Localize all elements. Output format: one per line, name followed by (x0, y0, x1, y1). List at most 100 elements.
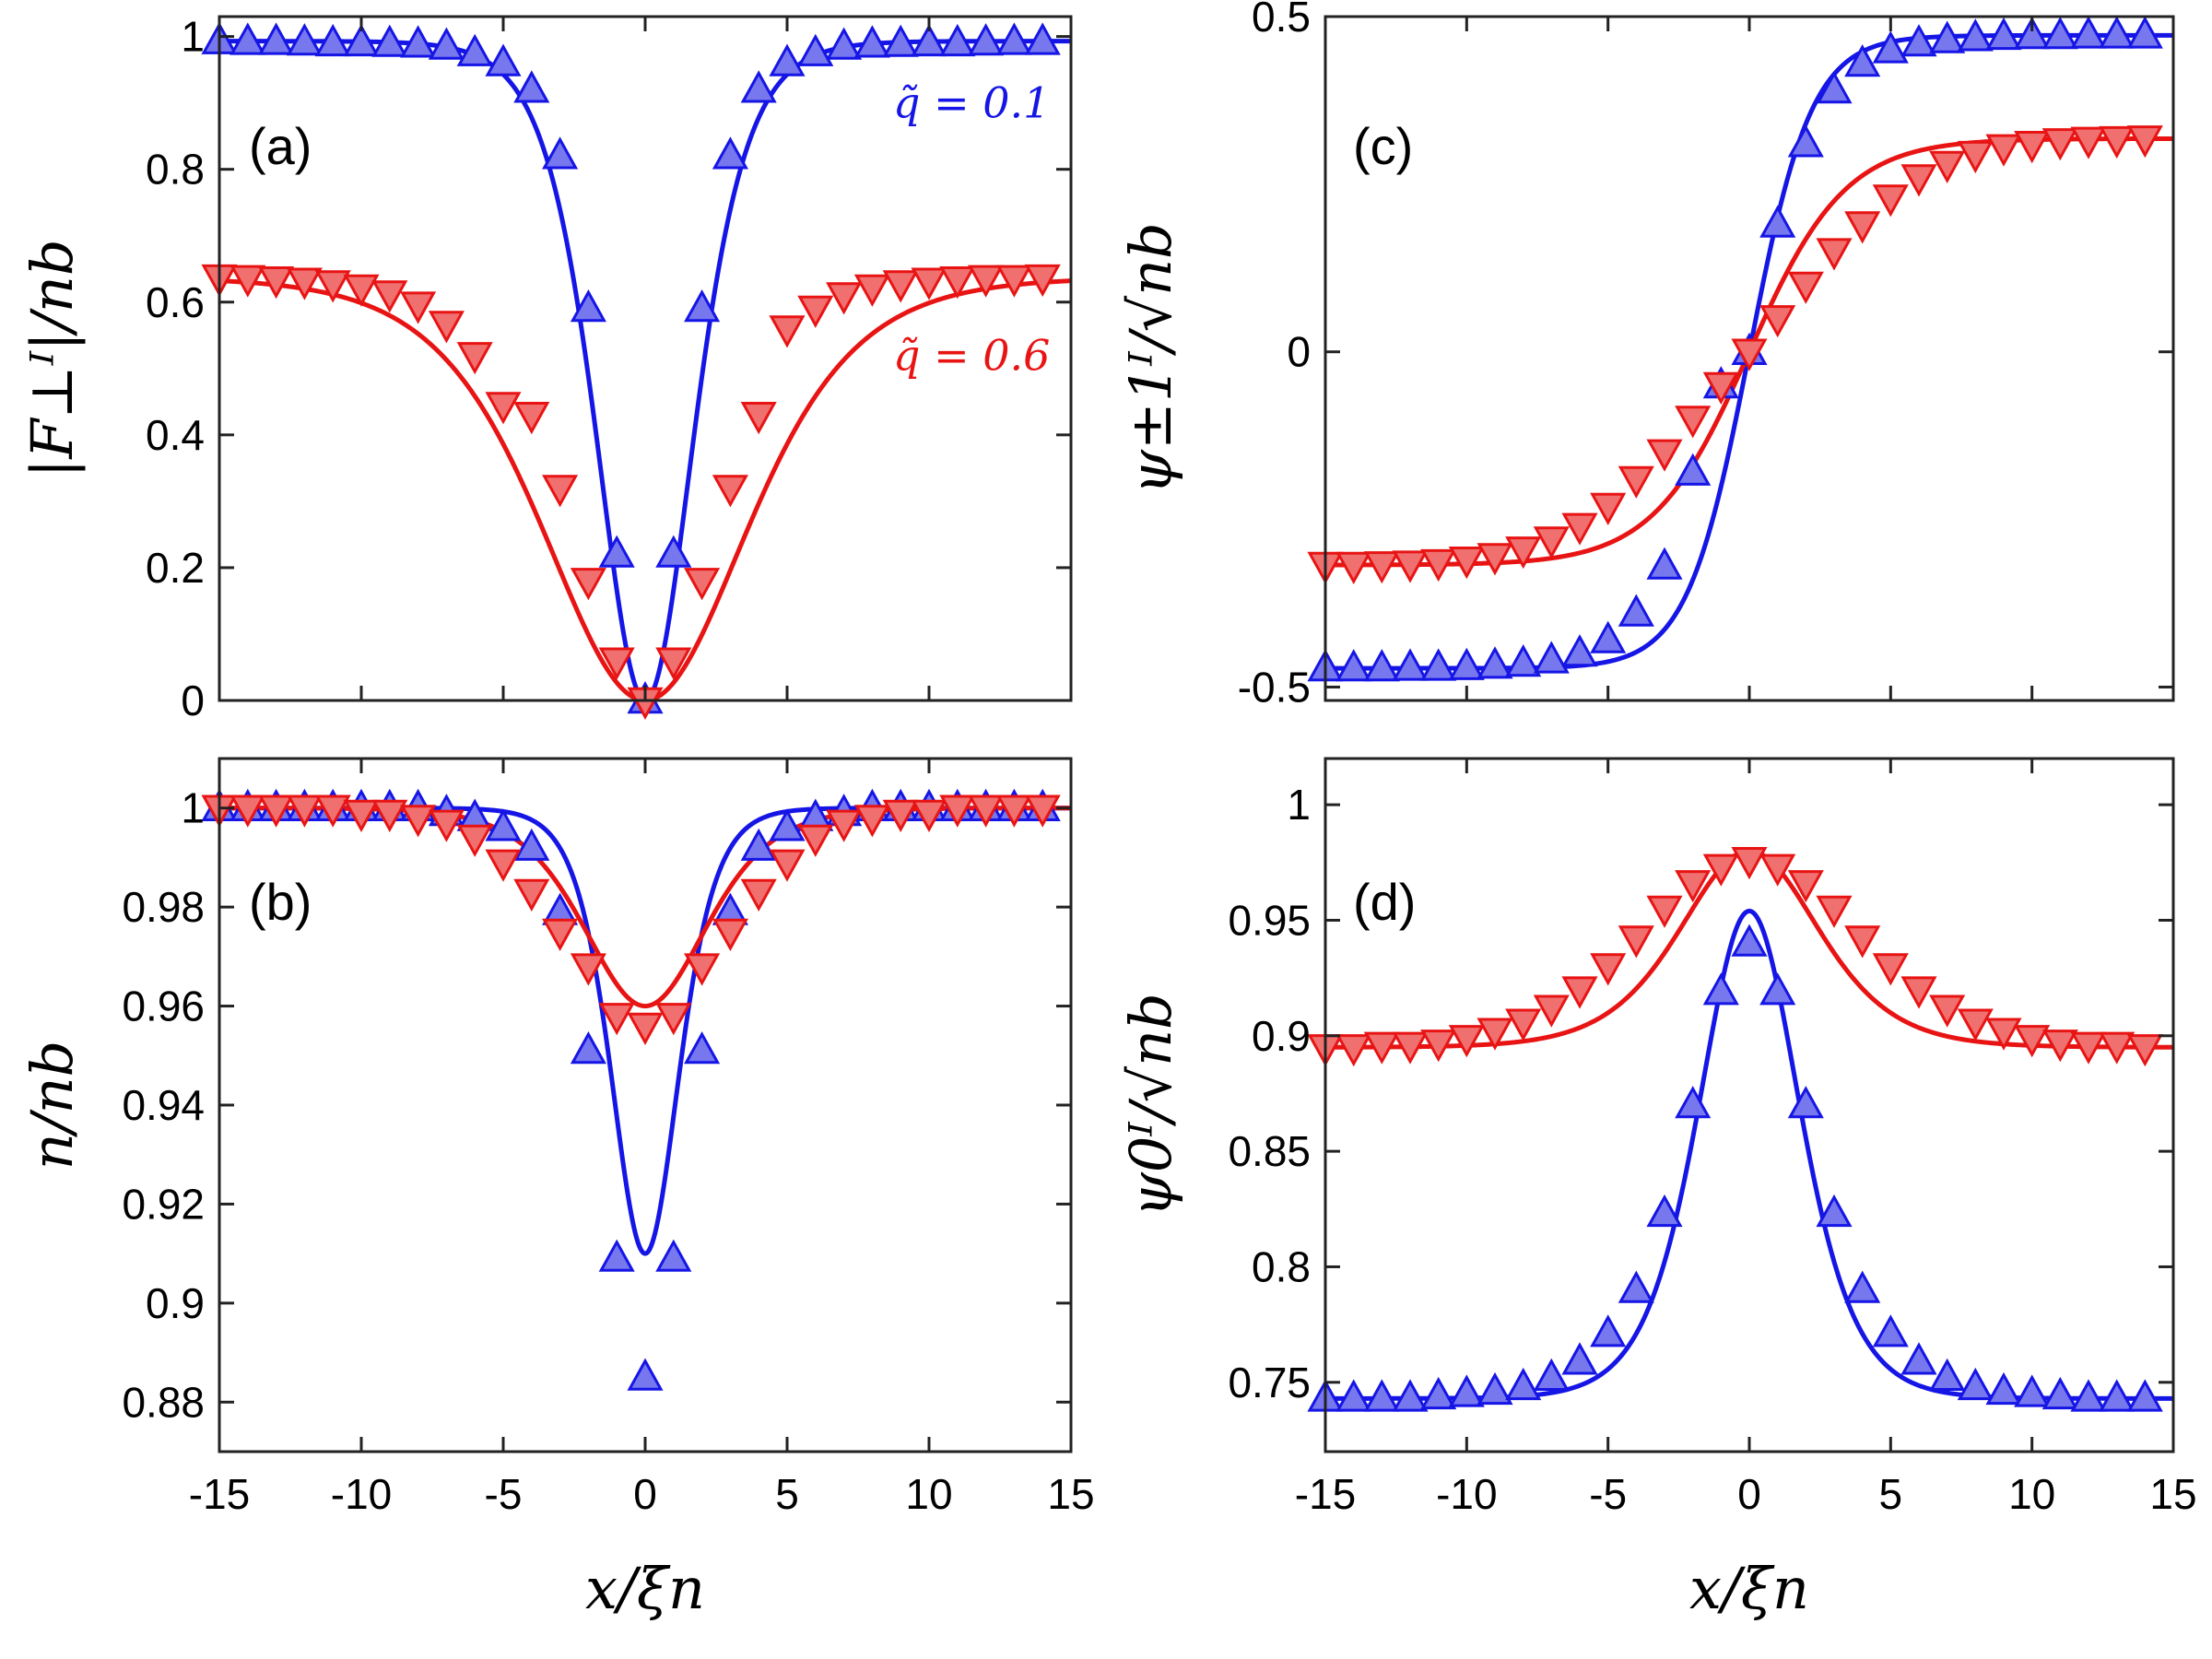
marker-red-down (1957, 1008, 1994, 1041)
marker-red-down (1985, 134, 2022, 167)
marker-blue-up (2014, 1374, 2051, 1407)
panel-a: 0 0.2 0.4 0.6 0.8 1 (a) |F⊥ᴵ|/nb q̃ = 0.1 q̃ = 0.… (18, 13, 1073, 724)
marker-red-down (1985, 1018, 2022, 1051)
y-tick-label: 0.9 (1252, 1012, 1311, 1060)
marker-blue-up (1731, 924, 1768, 957)
x-tick-label: 0 (633, 1470, 657, 1518)
marker-red-down (598, 1003, 635, 1036)
marker-red-down (712, 475, 748, 508)
marker-blue-up (1929, 1358, 1966, 1391)
marker-blue-up (1646, 1194, 1683, 1228)
y-tick-label: 0.95 (1228, 896, 1311, 944)
marker-blue-up (2126, 1379, 2163, 1412)
panel-label: (a) (249, 117, 312, 175)
y-tick-label: 0.94 (122, 1081, 205, 1129)
marker-red-down (1646, 439, 1683, 472)
marker-blue-up (2041, 1376, 2078, 1410)
marker-blue-up (314, 23, 351, 57)
y-tick-label: 0.75 (1228, 1359, 1311, 1406)
marker-red-down (1477, 1018, 1513, 1051)
marker-red-down (684, 953, 721, 986)
y-tick-label: 0 (181, 677, 205, 724)
marker-blue-up (1561, 1342, 1598, 1375)
y-tick-label: 0.92 (122, 1180, 205, 1228)
marker-blue-up (1872, 1314, 1909, 1347)
marker-blue-up (826, 27, 863, 60)
marker-red-down (1335, 1034, 1372, 1067)
marker-blue-up (1392, 1379, 1429, 1412)
marker-blue-up (1024, 22, 1061, 55)
marker-red-down (1872, 184, 1909, 218)
y-tick-label: 0.2 (146, 544, 205, 592)
y-tick-label: 0.5 (1252, 0, 1311, 41)
marker-blue-up (1816, 1194, 1853, 1228)
y-tick-label: 0.96 (122, 982, 205, 1030)
marker-blue-up (513, 70, 550, 103)
marker-red-down (286, 794, 323, 828)
x-tick-label: -5 (485, 1470, 523, 1518)
marker-blue-up (1505, 644, 1542, 677)
x-tick-label: 0 (1737, 1470, 1761, 1518)
series-line-red (219, 806, 1071, 1009)
annotation-blue: q̃ = 0.1 (893, 78, 1050, 128)
marker-red-down (826, 282, 863, 315)
marker-blue-up (797, 33, 834, 66)
marker-red-down (2126, 1034, 2163, 1067)
marker-blue-up (1929, 20, 1966, 53)
marker-blue-up (1957, 1367, 1994, 1401)
marker-red-down (1590, 953, 1627, 986)
marker-blue-up (2014, 17, 2051, 50)
marker-red-down (258, 266, 295, 300)
y-tick-label: 0.88 (122, 1378, 205, 1426)
marker-red-down (769, 849, 806, 882)
marker-blue-up (1363, 1379, 1400, 1412)
marker-red-down (939, 266, 976, 300)
marker-blue-up (371, 24, 408, 57)
marker-blue-up (1872, 30, 1909, 64)
marker-red-down (456, 342, 493, 375)
marker-red-down (2014, 131, 2051, 164)
marker-red-down (1505, 536, 1542, 570)
marker-red-down (911, 799, 947, 832)
marker-red-down (428, 311, 465, 344)
marker-blue-up (1618, 594, 1654, 627)
y-tick-label: 0.85 (1228, 1127, 1311, 1175)
marker-blue-up (968, 23, 1005, 56)
marker-blue-up (1646, 547, 1683, 580)
panel-c: -0.5 0 0.5 (c) ψ±1ᴵ/√nb (1117, 0, 2175, 711)
marker-blue-up (1675, 1086, 1712, 1119)
marker-blue-up (1505, 1367, 1542, 1401)
x-tick-label: -10 (1436, 1470, 1497, 1518)
marker-red-down (1335, 551, 1372, 584)
marker-blue-up (1335, 1379, 1372, 1412)
marker-red-down (1816, 238, 1853, 271)
marker-blue-up (1900, 1342, 1937, 1375)
marker-blue-up (911, 23, 947, 57)
marker-red-down (1702, 853, 1739, 887)
marker-red-down (1392, 1031, 1429, 1065)
marker-blue-up (1335, 649, 1372, 682)
marker-blue-up (1900, 24, 1937, 57)
marker-blue-up (1533, 1358, 1570, 1391)
marker-blue-up (1477, 1371, 1513, 1406)
marker-red-down (2014, 1025, 2051, 1058)
marker-blue-up (684, 1031, 721, 1065)
marker-blue-up (286, 23, 323, 56)
marker-red-down (1675, 406, 1712, 439)
marker-blue-up (1477, 646, 1513, 679)
x-tick-label: 5 (775, 1470, 799, 1518)
x-tick-label: 15 (2149, 1470, 2196, 1518)
marker-red-down (371, 280, 408, 313)
marker-blue-up (2041, 17, 2078, 50)
x-tick-label: -10 (331, 1470, 392, 1518)
marker-red-down (286, 267, 323, 300)
marker-blue-up (1957, 18, 1994, 52)
x-axis-label: x/ξn (1689, 1555, 1809, 1622)
marker-red-down (882, 270, 919, 303)
marker-blue-up (485, 43, 522, 76)
marker-blue-up (229, 22, 266, 55)
y-tick-label: 0.9 (146, 1279, 205, 1327)
marker-red-down (1024, 264, 1061, 298)
marker-red-down (1420, 1030, 1457, 1063)
marker-red-down (456, 824, 493, 857)
